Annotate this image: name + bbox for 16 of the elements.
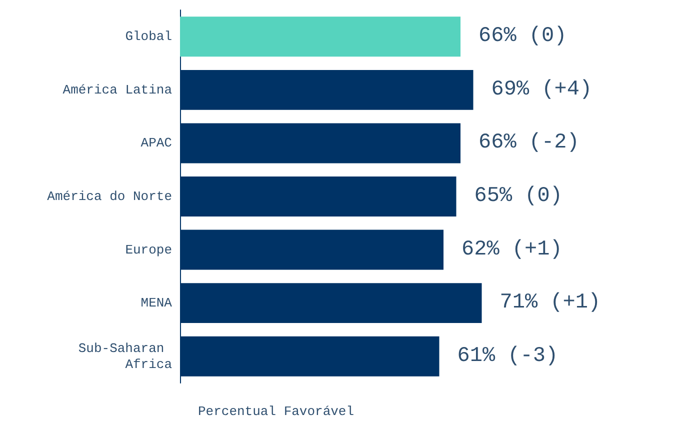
data-label: 71% (+1) <box>500 292 601 315</box>
y-tick-label: Europe <box>125 242 172 258</box>
data-label: 66% (-2) <box>478 132 580 155</box>
y-tick-label: APAC <box>140 136 172 151</box>
y-tick-label: Global <box>125 29 172 44</box>
y-tick-label: MENA <box>140 296 172 311</box>
y-tick-label: Sub-Saharan Africa <box>78 340 172 372</box>
data-label: 65% (0) <box>474 185 562 208</box>
data-label: 61% (-3) <box>457 344 558 368</box>
bar <box>180 16 460 57</box>
data-label: 66% (0) <box>478 25 567 48</box>
y-tick-label: América do Norte <box>47 189 172 204</box>
x-axis-title: Percentual Favorável <box>198 404 354 419</box>
data-label: 69% (+4) <box>491 78 592 102</box>
data-label: 62% (+1) <box>462 238 562 262</box>
y-tick-label: América Latina <box>62 82 172 98</box>
